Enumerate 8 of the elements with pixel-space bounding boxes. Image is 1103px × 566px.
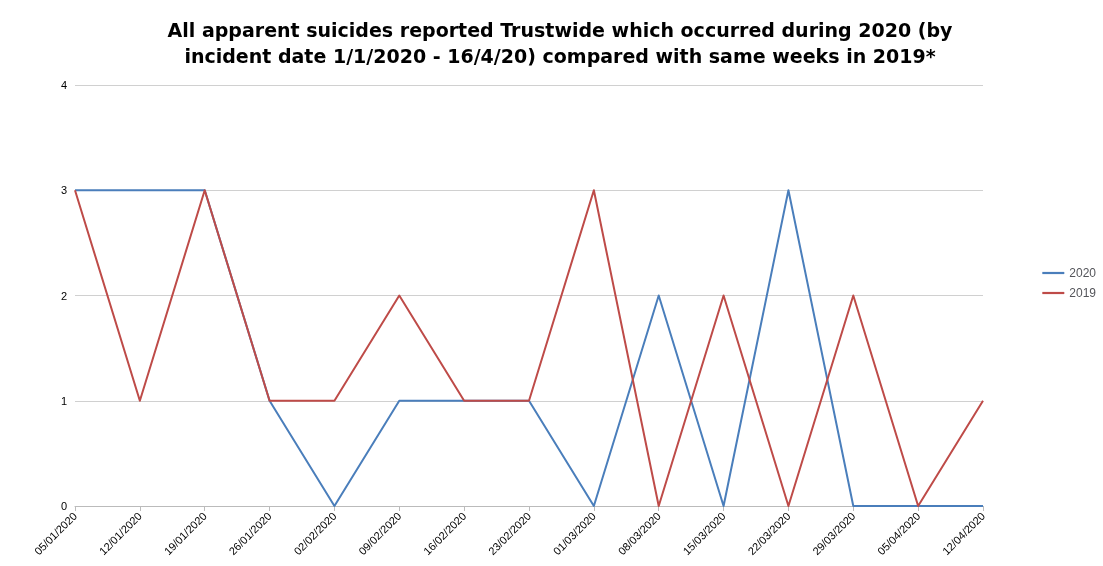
y-tick-label: 3 bbox=[60, 184, 67, 197]
y-tick-label: 2 bbox=[60, 289, 67, 302]
legend-label: 2020 bbox=[1069, 266, 1097, 280]
y-tick-label: 1 bbox=[60, 394, 67, 407]
y-tick-label: 0 bbox=[60, 500, 67, 512]
chart-title: All apparent suicides reported Trustwide which occurred during 2020 (by incident date 1/1/2020 - 16/4/20) compared with same weeks in 2019* bbox=[167, 19, 954, 67]
y-tick-label: 4 bbox=[60, 79, 67, 91]
legend-label: 2019 bbox=[1069, 286, 1097, 300]
